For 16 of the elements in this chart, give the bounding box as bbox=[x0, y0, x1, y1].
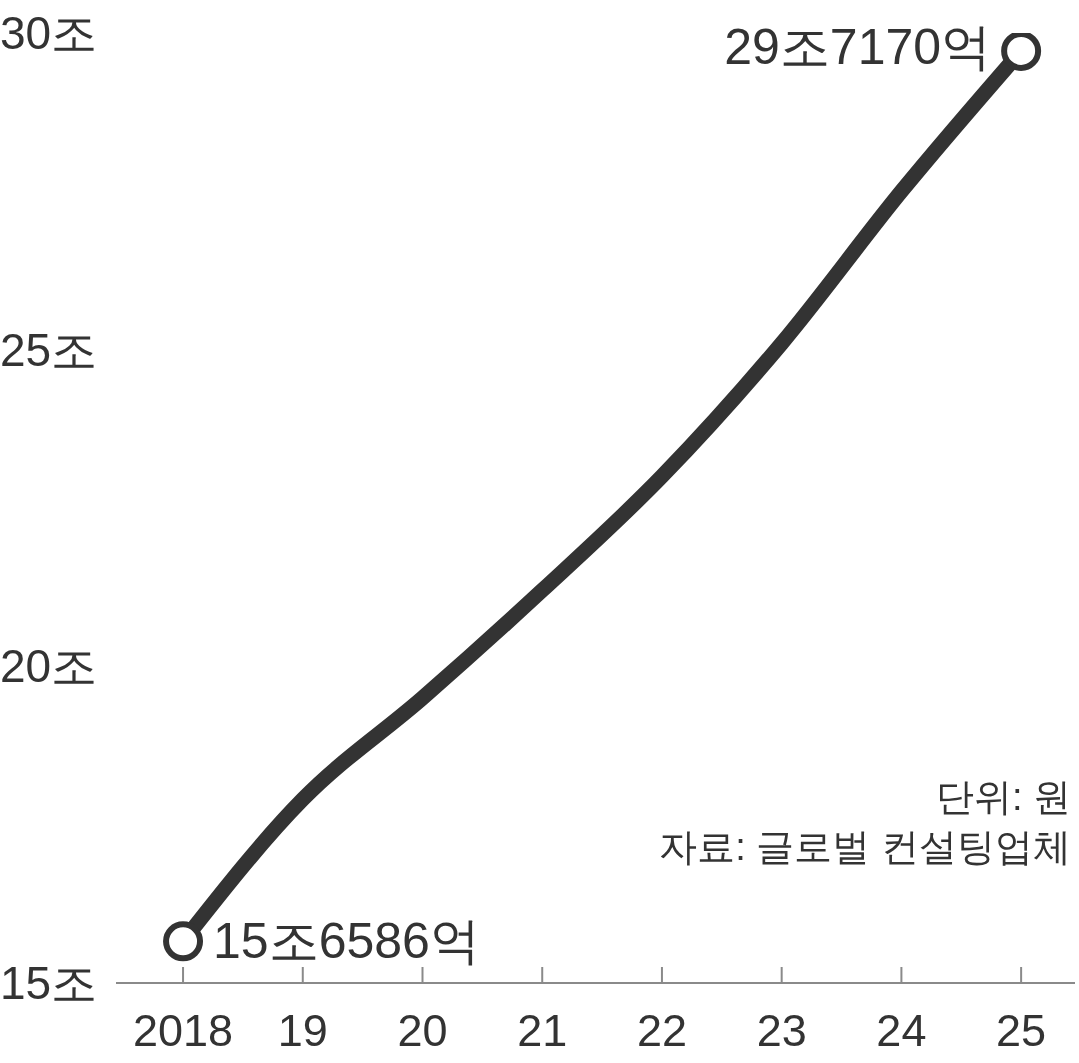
y-tick-label: 30조 bbox=[0, 7, 98, 59]
x-tick-label: 19 bbox=[277, 1005, 328, 1056]
x-tick-label: 25 bbox=[996, 1005, 1047, 1056]
x-tick-label: 24 bbox=[876, 1005, 927, 1056]
x-tick-label: 22 bbox=[636, 1005, 687, 1056]
y-tick-label: 25조 bbox=[0, 323, 98, 376]
x-tick-label: 20 bbox=[397, 1005, 448, 1056]
annotation: 단위: 원 bbox=[935, 775, 1071, 820]
y-tick-label: 20조 bbox=[0, 640, 98, 693]
data-label: 15조6586억 bbox=[213, 913, 480, 970]
x-tick-label: 23 bbox=[756, 1005, 807, 1056]
x-tick-label: 2018 bbox=[132, 1005, 234, 1056]
y-tick-label: 15조 bbox=[0, 957, 98, 1009]
x-tick-label: 21 bbox=[517, 1005, 568, 1056]
data-label: 29조7170억 bbox=[724, 18, 992, 75]
annotation: 자료: 글로벌 컨설팅업체 bbox=[659, 825, 1071, 870]
